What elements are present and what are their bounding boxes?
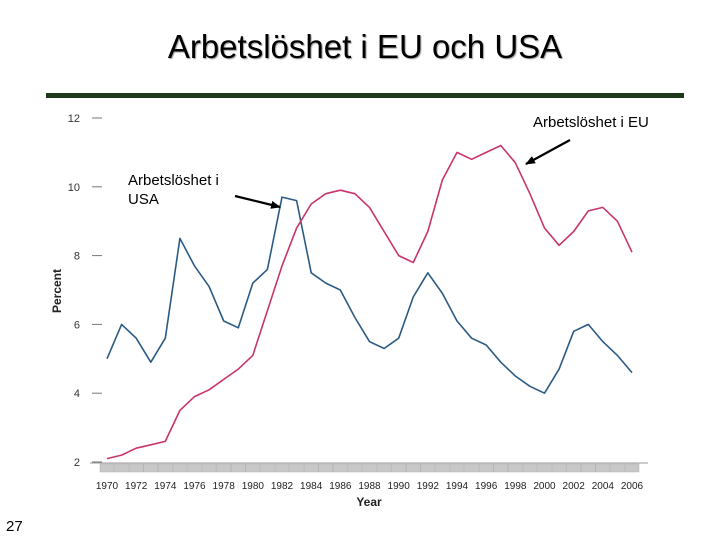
x-tick (435, 463, 450, 473)
x-tick (172, 463, 188, 473)
x-tick (143, 463, 158, 473)
x-tick (303, 463, 319, 473)
y-tick-label: 4 (74, 388, 80, 400)
x-tick-label: 1970 (96, 481, 119, 492)
x-tick-label: 1976 (183, 481, 206, 492)
x-tick-label: 1992 (417, 481, 440, 492)
series-layer (106, 144, 633, 460)
x-tick (187, 463, 202, 473)
x-tick (114, 463, 129, 473)
x-tick (347, 463, 363, 473)
x-tick (449, 463, 465, 473)
x-tick (566, 463, 581, 473)
x-tick (595, 463, 611, 473)
y-tick-label: 10 (68, 182, 80, 194)
annotation-eu: Arbetslöshet i EU (533, 114, 649, 131)
x-tick (245, 463, 261, 473)
x-tick (478, 463, 494, 473)
title-divider (46, 93, 684, 98)
x-tick (464, 463, 479, 473)
x-tick (99, 463, 115, 473)
x-tick (551, 463, 567, 473)
x-tick (201, 463, 217, 473)
x-tick (624, 463, 640, 473)
series-line-eu (106, 144, 633, 460)
x-tick (260, 463, 275, 473)
x-axis-label: Year (356, 495, 382, 509)
y-tick-label: 8 (74, 251, 80, 263)
slide-title: Arbetslöshet i EU och USA (167, 28, 563, 65)
x-tick-label: 2002 (563, 481, 586, 492)
x-tick (128, 463, 144, 473)
x-tick (391, 463, 406, 473)
y-axis: 2 4 6 8 10 12 Percent (50, 113, 102, 469)
x-tick-label: 1996 (475, 481, 498, 492)
x-tick-label: 1982 (271, 481, 294, 492)
x-tick-label: 2006 (621, 481, 644, 492)
x-tick (522, 463, 538, 473)
x-tick (158, 463, 173, 473)
x-tick-label: 1994 (446, 481, 469, 492)
x-tick-label: 1984 (300, 481, 323, 492)
x-tick-label: 1972 (125, 481, 148, 492)
x-tick (406, 463, 421, 473)
x-tick-label: 1980 (242, 481, 265, 492)
x-tick (333, 463, 348, 473)
x-tick (508, 463, 523, 473)
x-tick (274, 463, 290, 473)
series-line-usa (106, 196, 633, 395)
x-tick-label: 1998 (504, 481, 527, 492)
x-tick (318, 463, 333, 473)
x-tick (420, 463, 436, 473)
annotation-arrow-usa (234, 194, 281, 209)
x-tick (376, 463, 392, 473)
annotation-usa: Arbetslöshet i USA (128, 172, 219, 208)
y-tick-label: 12 (68, 113, 80, 125)
y-axis-label: Percent (50, 269, 64, 313)
page-number: 27 (6, 518, 23, 535)
x-tick-label: 1990 (388, 481, 411, 492)
annotation-layer: Arbetslöshet i EU Arbetslöshet i USA (128, 114, 649, 209)
x-tick (231, 463, 246, 473)
x-tick (537, 463, 552, 473)
y-tick-label: 2 (74, 457, 80, 469)
x-tick-label: 2000 (533, 481, 556, 492)
x-axis: 1970 1972 1974 1976 1978 1980 1982 1984 1986 1988… (90, 462, 648, 509)
x-tick (289, 463, 304, 473)
x-tick (581, 463, 596, 473)
y-tick-label: 6 (74, 319, 80, 331)
x-tick-label: 1988 (358, 481, 381, 492)
x-tick-label: 1978 (213, 481, 236, 492)
x-tick (362, 463, 377, 473)
x-tick (610, 463, 625, 473)
x-tick-label: 2004 (592, 481, 615, 492)
x-tick-label: 1974 (154, 481, 177, 492)
x-tick (493, 463, 508, 473)
x-tick (216, 463, 231, 473)
x-tick-label: 1986 (329, 481, 352, 492)
annotation-arrow-eu (525, 139, 571, 165)
